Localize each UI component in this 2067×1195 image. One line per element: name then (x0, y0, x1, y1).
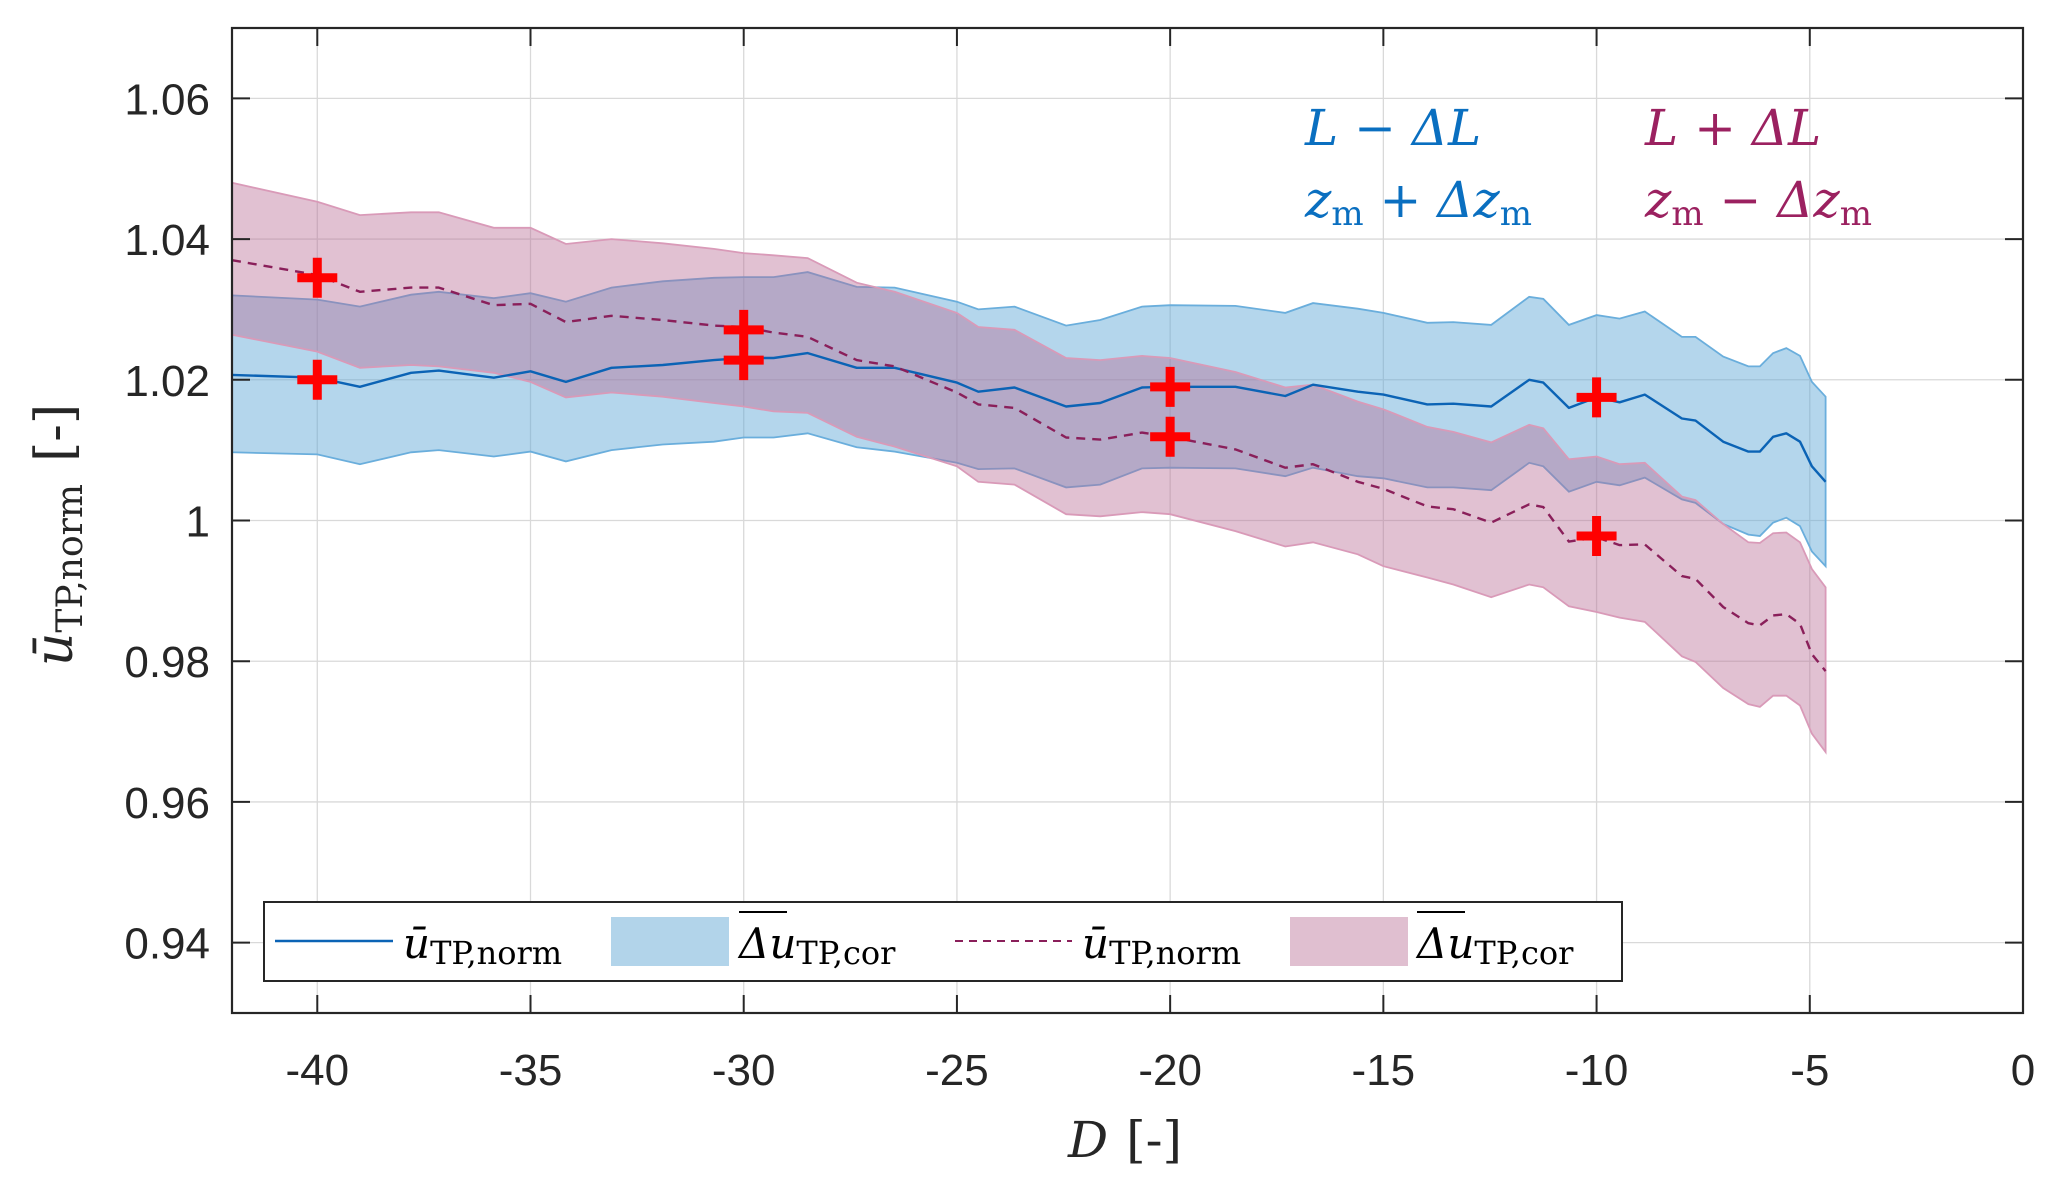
x-tick-label: -25 (925, 1046, 989, 1095)
y-axis-label-unit: [-] (25, 404, 85, 462)
marker-plus (1576, 377, 1617, 418)
x-tick-label: -15 (1352, 1046, 1416, 1095)
x-tick-label: -5 (1790, 1046, 1829, 1095)
annotation-blue-sub: m (1331, 194, 1363, 234)
annotation-magenta-var: z (1644, 171, 1672, 229)
y-tick-label: 1.06 (124, 75, 210, 124)
x-tick-label: 0 (2011, 1046, 2035, 1095)
annotation-blue-line1: L − ΔL (1304, 99, 1481, 157)
annotation-magenta-line1: L + ΔL (1644, 99, 1821, 157)
y-axis-label: ūTP,norm [-] (25, 404, 91, 666)
band-series-1 (231, 271, 1827, 569)
annotation-magenta-sub: m (1671, 194, 1703, 234)
marker-plus (1150, 366, 1191, 407)
marker-plus (723, 340, 764, 381)
marker-plus (297, 359, 338, 400)
legend-label-3-main: Δu (1415, 919, 1474, 968)
annotation-magenta-sub2: m (1840, 194, 1872, 234)
legend-swatch-magenta-band (1290, 917, 1408, 966)
annotation-blue: L − ΔL zm + Δzm (1304, 99, 1532, 234)
legend-label-magenta-band: ΔuTP,cor (1415, 919, 1574, 972)
annotation-magenta-line2: zm − Δzm (1644, 171, 1872, 234)
axis-ticks (232, 28, 2024, 1013)
legend-label-2-sub: TP,norm (1109, 934, 1241, 972)
legend-swatch-blue-band (611, 917, 729, 966)
y-tick-label: 0.96 (124, 779, 210, 828)
line-series-1 (231, 351, 1827, 483)
x-tick-label: -10 (1565, 1046, 1629, 1095)
y-tick-labels: 0.94 0.96 0.98 1 1.02 1.04 1.06 (124, 75, 210, 968)
marker-plus (1576, 515, 1617, 556)
legend: ūTP,norm ΔuTP,cor ūTP,norm ΔuTP,cor (263, 901, 1623, 982)
y-tick-label: 1.04 (124, 216, 210, 265)
x-axis-label-var: D (1067, 1111, 1108, 1169)
x-tick-label: -40 (285, 1046, 349, 1095)
y-axis-label-sub: TP,norm (50, 484, 91, 633)
annotation-blue-line2: zm + Δzm (1304, 171, 1532, 234)
x-tick-label: -35 (499, 1046, 563, 1095)
x-axis-label-unit: [-] (1126, 1111, 1182, 1169)
annotation-blue-sub2: m (1500, 194, 1532, 234)
legend-label-1-main: Δu (737, 919, 796, 968)
band-series-2 (231, 181, 1827, 755)
legend-label-blue-band: ΔuTP,cor (737, 919, 896, 972)
y-tick-label: 1.02 (124, 357, 210, 406)
x-tick-label: -30 (712, 1046, 776, 1095)
marker-plus (297, 257, 338, 298)
annotation-magenta-op: − Δz (1704, 171, 1841, 229)
y-axis-label-var: ū (25, 633, 85, 667)
y-tick-label: 1 (186, 498, 210, 547)
marker-plus (1150, 416, 1191, 457)
legend-label-0-sub: TP,norm (430, 934, 562, 972)
legend-label-3-sub: TP,cor (1474, 934, 1574, 972)
annotation-blue-var: z (1304, 171, 1332, 229)
y-tick-label: 0.98 (124, 638, 210, 687)
legend-label-2-main: ū (1082, 919, 1109, 968)
uncertainty-bands (231, 181, 1827, 755)
x-axis-label: D [-] (1067, 1111, 1182, 1169)
legend-label-0-main: ū (403, 919, 430, 968)
annotation-blue-op: + Δz (1364, 171, 1501, 229)
annotation-magenta: L + ΔL zm − Δzm (1644, 99, 1872, 234)
legend-label-1-sub: TP,cor (796, 934, 896, 972)
line-series-2 (231, 259, 1827, 672)
reference-markers (297, 257, 1617, 556)
legend-label-blue-mean: ūTP,norm (403, 919, 562, 972)
legend-label-magenta-mean: ūTP,norm (1082, 919, 1241, 972)
x-tick-label: -20 (1138, 1046, 1202, 1095)
series-lines (231, 259, 1827, 672)
x-tick-labels: -40 -35 -30 -25 -20 -15 -10 -5 0 (285, 1046, 2035, 1095)
y-tick-label: 0.94 (124, 920, 210, 969)
